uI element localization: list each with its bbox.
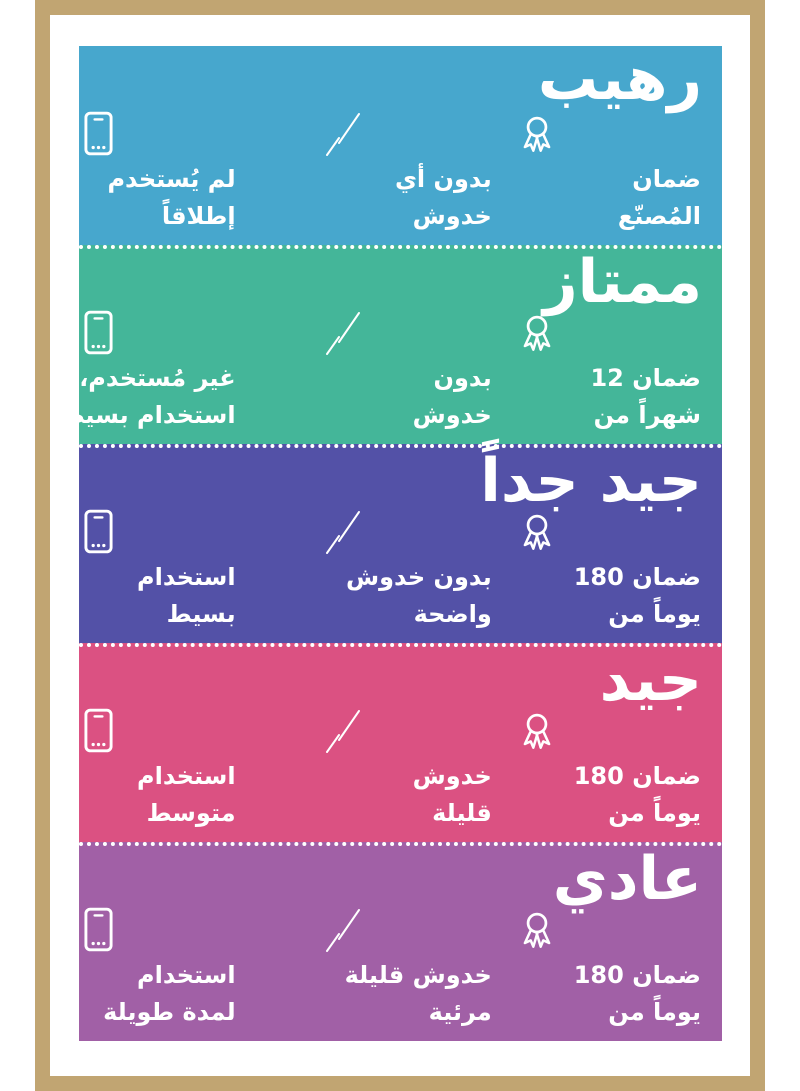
scratches-icon	[298, 703, 492, 753]
warranty-line-1: ضمان 180	[573, 563, 701, 591]
warranty-column: ضمان 180 يوماً من	[510, 703, 722, 832]
usage-column: استخدام بسيط	[79, 504, 298, 633]
phone-icon	[83, 106, 236, 156]
scratches-line-2: مرئية	[428, 998, 492, 1026]
scratches-line-1: خدوش	[412, 762, 492, 790]
scratches-icon	[298, 902, 492, 952]
warranty-column: ضمان المُصنّع	[510, 106, 722, 235]
usage-line-1: استخدام	[137, 563, 236, 591]
usage-line-1: استخدام	[137, 961, 236, 989]
warranty-line-2: يوماً من	[608, 799, 701, 827]
usage-column: غير مُستخدم، استخدام بسيط	[59, 305, 298, 434]
medal-icon	[510, 902, 701, 952]
phone-icon	[83, 504, 236, 554]
scratches-icon	[298, 305, 492, 355]
usage-column: استخدام لمدة طويلة	[79, 902, 298, 1031]
scratches-line-1: خدوش قليلة	[344, 961, 492, 989]
scratches-column: بدون أي خدوش	[298, 106, 510, 235]
band-title: عادي	[552, 844, 702, 914]
band-title: ممتاز	[543, 247, 702, 317]
warranty-column: ضمان 180 يوماً من	[510, 504, 722, 633]
scratches-line-2: واضحة	[413, 600, 492, 628]
medal-icon	[510, 106, 701, 156]
usage-line-1: غير مُستخدم،	[79, 364, 236, 392]
band-columns: استخدام متوسط خدوش قليلة ضمان 180 يوماً …	[79, 703, 722, 832]
condition-bands: رهيب لم يُستخدم إطلاقاً بدون أي خدوش	[59, 44, 722, 1041]
warranty-line-2: شهراً من	[593, 401, 701, 429]
scratches-icon	[298, 106, 492, 156]
medal-icon	[510, 305, 701, 355]
usage-column: استخدام متوسط	[79, 703, 298, 832]
scratches-column: بدون خدوش واضحة	[298, 504, 510, 633]
warranty-line-1: ضمان 180	[573, 961, 701, 989]
scratches-column: خدوش قليلة مرئية	[298, 902, 510, 1031]
scratches-line-2: خدوش	[412, 202, 492, 230]
scratches-line-1: بدون	[433, 364, 492, 392]
band-title: رهيب	[537, 44, 702, 114]
usage-line-2: لمدة طويلة	[103, 998, 236, 1026]
band-mumtaz: ممتاز غير مُستخدم، استخدام بسيط بدون خدو…	[59, 245, 722, 444]
band-columns: لم يُستخدم إطلاقاً بدون أي خدوش ضمان الم…	[79, 106, 722, 235]
warranty-line-1: ضمان 12	[590, 364, 701, 392]
scratches-line-1: بدون أي	[394, 165, 492, 193]
usage-line-1: استخدام	[137, 762, 236, 790]
phone-icon	[83, 902, 236, 952]
medal-icon	[510, 703, 701, 753]
band-columns: استخدام بسيط بدون خدوش واضحة ضمان 180 يو…	[79, 504, 722, 633]
warranty-line-2: المُصنّع	[617, 202, 701, 230]
warranty-line-2: يوماً من	[608, 998, 701, 1026]
usage-line-2: إطلاقاً	[161, 202, 236, 230]
phone-icon	[83, 703, 236, 753]
gold-frame-border	[35, 0, 765, 1091]
usage-line-2: متوسط	[146, 799, 236, 827]
band-title: جيد	[599, 645, 702, 715]
warranty-line-1: ضمان 180	[573, 762, 701, 790]
band-aadi: عادي استخدام لمدة طويلة خدوش قليلة مرئية	[79, 842, 722, 1041]
band-title: جيد جداً	[480, 446, 702, 516]
warranty-line-1: ضمان	[632, 165, 701, 193]
band-columns: استخدام لمدة طويلة خدوش قليلة مرئية ضمان…	[79, 902, 722, 1031]
warranty-line-2: يوماً من	[608, 600, 701, 628]
band-jayyid: جيد استخدام متوسط خدوش قليلة	[79, 643, 722, 842]
scratches-line-2: خدوش	[412, 401, 492, 429]
scratches-line-2: قليلة	[432, 799, 492, 827]
medal-icon	[510, 504, 701, 554]
usage-line-1: لم يُستخدم	[107, 165, 236, 193]
band-columns: غير مُستخدم، استخدام بسيط بدون خدوش ضمان…	[59, 305, 722, 434]
phone-icon	[83, 305, 236, 355]
warranty-column: ضمان 180 يوماً من	[510, 902, 722, 1031]
usage-line-2: استخدام بسيط	[59, 401, 236, 429]
scratches-column: خدوش قليلة	[298, 703, 510, 832]
band-raheeb: رهيب لم يُستخدم إطلاقاً بدون أي خدوش	[79, 44, 722, 245]
scratches-line-1: بدون خدوش	[345, 563, 492, 591]
band-jayyid-jiddan: جيد جداً استخدام بسيط بدون خدوش واضحة	[79, 444, 722, 643]
scratches-column: بدون خدوش	[298, 305, 510, 434]
usage-line-2: بسيط	[166, 600, 236, 628]
warranty-column: ضمان 12 شهراً من	[510, 305, 722, 434]
usage-column: لم يُستخدم إطلاقاً	[79, 106, 298, 235]
scratches-icon	[298, 504, 492, 554]
